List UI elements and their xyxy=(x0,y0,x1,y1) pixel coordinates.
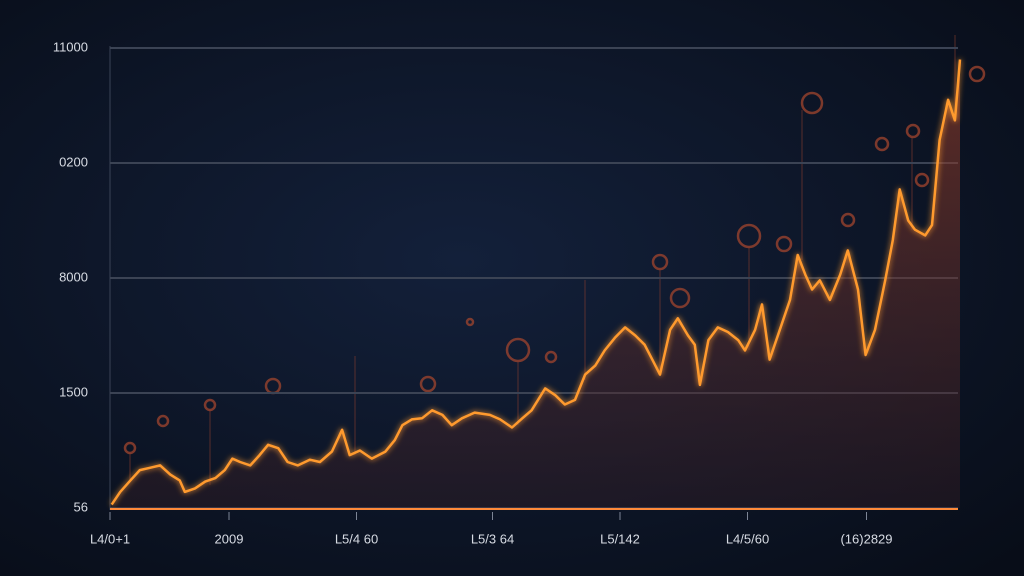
y-tick-label: 0200 xyxy=(59,154,88,169)
x-tick-label: L4/0+1 xyxy=(90,531,130,546)
data-line xyxy=(110,59,962,506)
y-tick-label: 56 xyxy=(74,499,88,514)
x-tick-label: (16)2829 xyxy=(840,531,892,546)
x-tick-label: L4/5/60 xyxy=(726,531,769,546)
decorative-stems xyxy=(129,35,956,485)
x-tick-label: 2009 xyxy=(215,531,244,546)
y-tick-label: 1500 xyxy=(59,384,88,399)
x-tick-label: L5/4 60 xyxy=(335,531,378,546)
x-tick-label: L5/3 64 xyxy=(471,531,514,546)
x-tick-label: L5/142 xyxy=(600,531,640,546)
y-tick-label: 8000 xyxy=(59,269,88,284)
area-fill xyxy=(111,59,960,508)
y-tick-label: 11000 xyxy=(53,39,88,54)
